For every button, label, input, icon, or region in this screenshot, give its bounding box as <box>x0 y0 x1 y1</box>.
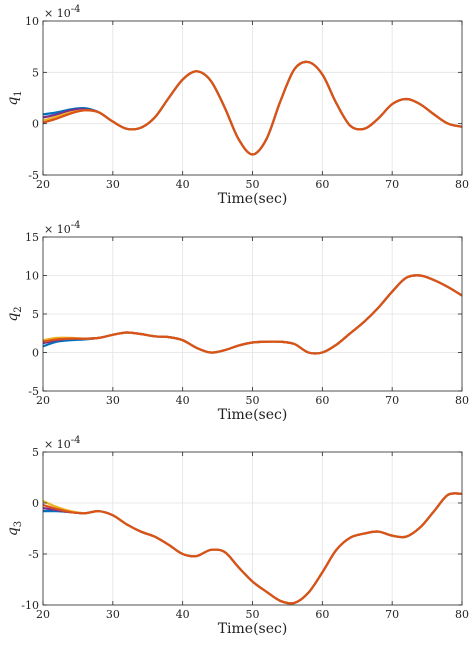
y-axis-label: q3 <box>5 521 24 536</box>
x-tick-label-1: 30 <box>106 394 120 407</box>
x-tick-label-4: 60 <box>315 608 329 621</box>
y-axis-label-main: q <box>5 97 21 106</box>
x-tick-label-6: 80 <box>455 394 469 407</box>
y-axis-label-subscript: 3 <box>13 521 24 527</box>
x-axis-label: Time(sec) <box>218 621 288 637</box>
y-tick-label-2: 5 <box>32 308 39 321</box>
y-tick-label-0: -5 <box>28 169 39 182</box>
exponent-label: × 10-4 <box>44 220 80 236</box>
x-tick-label-0: 20 <box>36 608 50 621</box>
y-tick-label-4: 15 <box>25 231 39 244</box>
x-tick-label-1: 30 <box>106 608 120 621</box>
exponent-base: × 10 <box>44 438 71 451</box>
y-axis-label-subscript: 2 <box>13 306 24 312</box>
y-axis-label: q1 <box>5 90 24 105</box>
x-tick-label-2: 40 <box>176 608 190 621</box>
x-tick-label-0: 20 <box>36 394 50 407</box>
x-tick-label-3: 50 <box>246 394 260 407</box>
chart-panel-2: 20 30 40 50 60 70 80 -5 0 5 10 15 × 10-4 Time(sec) q2 <box>5 220 469 423</box>
chart-panel-3: 20 30 40 50 60 70 80 -10 -5 0 5 × 10-4 Time(sec) q3 <box>5 435 469 637</box>
series-group <box>43 60 462 156</box>
x-axis-label: Time(sec) <box>218 407 288 423</box>
y-tick-label-2: 5 <box>32 66 39 79</box>
x-tick-label-3: 50 <box>246 178 260 191</box>
x-tick-label-4: 60 <box>315 394 329 407</box>
x-axis-label: Time(sec) <box>218 191 288 207</box>
y-tick-label-1: 0 <box>32 118 39 131</box>
y-tick-label-3: 10 <box>25 270 39 283</box>
y-tick-label-3: 10 <box>25 15 39 28</box>
y-tick-label-1: 0 <box>32 347 39 360</box>
series-group <box>43 492 462 605</box>
exponent-base: × 10 <box>44 7 71 20</box>
exponent-label: × 10-4 <box>44 4 80 20</box>
chart-panel-1: 20 30 40 50 60 70 80 -5 0 5 10 × 10-4 Time(sec) q1 <box>5 4 469 207</box>
exponent-base: × 10 <box>44 223 71 236</box>
x-tick-label-1: 30 <box>106 178 120 191</box>
x-tick-label-3: 50 <box>246 608 260 621</box>
exponent-power: -4 <box>71 435 81 446</box>
y-tick-label-1: -5 <box>28 548 39 561</box>
series-line-4 <box>43 492 462 605</box>
exponent-label: × 10-4 <box>44 435 80 451</box>
x-tick-label-2: 40 <box>176 394 190 407</box>
x-tick-label-0: 20 <box>36 178 50 191</box>
x-tick-label-5: 70 <box>385 608 399 621</box>
exponent-power: -4 <box>71 4 81 15</box>
y-axis-label-subscript: 1 <box>13 90 24 96</box>
exponent-power: -4 <box>71 220 81 231</box>
y-tick-label-2: 0 <box>32 497 39 510</box>
x-tick-label-4: 60 <box>315 178 329 191</box>
x-tick-label-6: 80 <box>455 608 469 621</box>
y-axis-label-main: q <box>5 313 21 322</box>
series-line-4 <box>43 274 462 355</box>
x-tick-label-2: 40 <box>176 178 190 191</box>
series-line-4 <box>43 60 462 156</box>
x-tick-label-6: 80 <box>455 178 469 191</box>
y-tick-label-0: -5 <box>28 385 39 398</box>
y-axis-label: q2 <box>5 306 24 321</box>
y-axis-label-main: q <box>5 527 21 536</box>
y-tick-label-0: -10 <box>21 599 39 612</box>
x-tick-label-5: 70 <box>385 178 399 191</box>
y-tick-label-3: 5 <box>32 446 39 459</box>
x-tick-label-5: 70 <box>385 394 399 407</box>
series-group <box>43 274 462 355</box>
